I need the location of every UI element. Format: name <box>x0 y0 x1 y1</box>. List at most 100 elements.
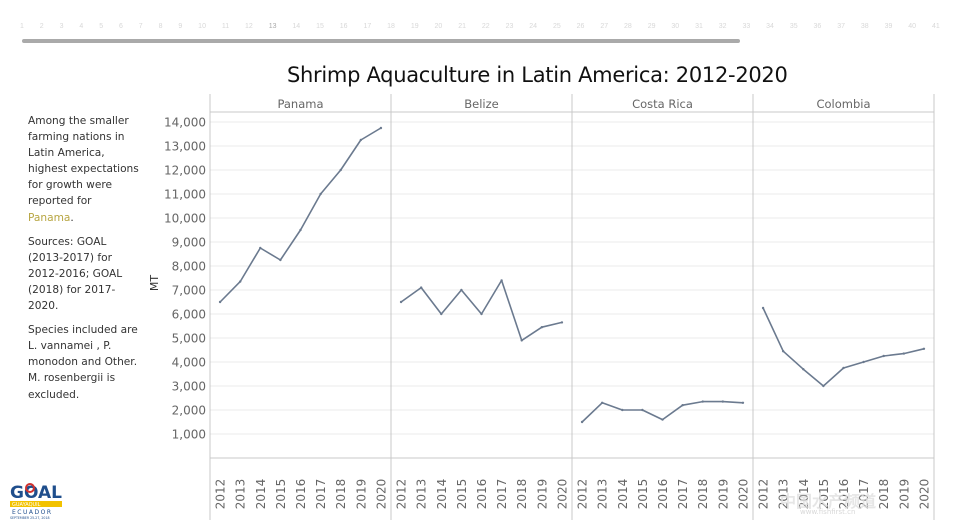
data-point <box>238 280 242 283</box>
page-number[interactable]: 5 <box>99 23 104 30</box>
page-number[interactable]: 11 <box>221 23 230 30</box>
panels: Panama 2012 2013 2014 2015 2016 2017 2018 2019 20… <box>209 94 935 520</box>
x-tick-label: 2014 <box>435 479 449 510</box>
page-number[interactable]: 29 <box>647 23 656 30</box>
x-tick-label: 2017 <box>495 479 509 510</box>
page-number[interactable]: 40 <box>908 23 917 30</box>
page-number[interactable]: 27 <box>600 23 609 30</box>
page-number[interactable]: 34 <box>766 23 774 30</box>
logo-word: GOAL <box>10 483 62 503</box>
data-point <box>781 350 785 353</box>
logo-band <box>10 501 62 507</box>
page-number[interactable]: 7 <box>138 23 143 30</box>
page-number[interactable]: 13 <box>268 23 277 30</box>
page-number[interactable]: 36 <box>813 23 822 30</box>
x-tick-label: 2020 <box>917 479 931 510</box>
logo-dates: SEPTEMBER 25-27, 2018 <box>10 516 50 520</box>
page-number[interactable]: 31 <box>695 23 703 30</box>
page-number[interactable]: 22 <box>481 23 490 30</box>
data-point <box>842 366 845 370</box>
x-tick-label: 2019 <box>716 479 730 510</box>
data-point <box>721 400 725 403</box>
series-line <box>219 127 382 303</box>
page-number[interactable]: 21 <box>458 23 467 30</box>
page-number[interactable]: 18 <box>387 23 395 30</box>
page-number[interactable]: 39 <box>884 23 893 30</box>
x-tick-label: 2016 <box>475 479 489 510</box>
x-tick-label: 2015 <box>817 479 831 510</box>
x-tick-label: 2014 <box>797 479 811 510</box>
page-number[interactable]: 28 <box>624 23 632 30</box>
page-number[interactable]: 32 <box>718 23 727 30</box>
data-point <box>279 258 282 262</box>
y-tick-label: 3,000 <box>172 380 206 394</box>
x-tick-label: 2013 <box>234 479 248 510</box>
x-tick-label: 2017 <box>314 479 328 510</box>
x-tick-label: 2016 <box>837 479 851 510</box>
page-number[interactable]: 17 <box>363 23 372 30</box>
data-point <box>440 312 443 316</box>
x-tick-label: 2019 <box>535 479 549 510</box>
page-number[interactable]: 41 <box>931 23 940 30</box>
x-tick-label: 2015 <box>274 479 288 510</box>
scrollbar-thumb[interactable] <box>22 39 740 43</box>
page-number[interactable]: 3 <box>59 23 64 30</box>
x-tick-label: 2012 <box>757 479 771 510</box>
data-point <box>822 384 825 388</box>
y-axis-label: MT <box>148 275 161 291</box>
annotation-species: Species included are L. vannamei , P. mo… <box>28 324 138 401</box>
page-number[interactable]: 24 <box>529 23 538 30</box>
highlight-panama: Panama <box>28 211 71 224</box>
page-number[interactable]: 20 <box>434 23 443 30</box>
page-number[interactable]: 14 <box>292 23 301 30</box>
y-tick-label: 6,000 <box>172 308 206 322</box>
page-number[interactable]: 19 <box>410 23 419 30</box>
x-tick-label: 2017 <box>676 479 690 510</box>
page-number[interactable]: 6 <box>118 23 123 30</box>
page-number[interactable]: 10 <box>198 23 206 30</box>
x-tick-label: 2014 <box>254 479 268 510</box>
page-number[interactable]: 16 <box>339 23 348 30</box>
panel-header: Colombia <box>816 97 870 111</box>
data-point <box>299 228 302 232</box>
watermark-text: 中国水产频道 <box>780 492 877 511</box>
x-tick-label: 2018 <box>696 479 710 510</box>
logo-country: ECUADOR <box>12 509 53 516</box>
page-number[interactable]: 12 <box>245 23 253 30</box>
y-tick-label: 14,000 <box>164 116 206 130</box>
page-number[interactable]: 15 <box>316 23 324 30</box>
page-number[interactable]: 30 <box>671 23 680 30</box>
page-number[interactable]: 9 <box>178 23 183 30</box>
x-tick-label: 2016 <box>294 479 308 510</box>
data-point <box>621 408 624 412</box>
page-number[interactable]: 23 <box>505 23 514 30</box>
data-point <box>862 360 865 364</box>
page-number[interactable]: 4 <box>79 23 84 30</box>
x-tick-label: 2015 <box>636 479 650 510</box>
page-number[interactable]: 33 <box>742 23 751 30</box>
y-tick-label: 4,000 <box>172 356 206 370</box>
page-number[interactable]: 2 <box>39 23 44 30</box>
x-tick-label: 2013 <box>777 479 791 510</box>
y-tick-label: 12,000 <box>164 164 206 178</box>
data-point <box>460 288 463 292</box>
data-point <box>500 279 503 282</box>
panel-header: Belize <box>464 97 498 111</box>
page-number[interactable]: 8 <box>158 23 163 30</box>
page-number[interactable]: 25 <box>552 23 561 30</box>
page-number[interactable]: 1 <box>20 23 24 30</box>
page-number[interactable]: 37 <box>837 23 846 30</box>
page-number[interactable]: 35 <box>789 23 798 30</box>
y-tick-label: 11,000 <box>164 188 206 202</box>
panel-panama: Panama 2012 2013 2014 2015 2016 2017 2018 2019 20… <box>209 94 388 520</box>
y-tick-label: 9,000 <box>172 236 206 250</box>
data-point <box>319 192 322 196</box>
data-point <box>480 312 483 316</box>
y-tick-label: 5,000 <box>172 332 206 346</box>
data-point <box>580 420 584 424</box>
annotation-sidebar: Among the smaller farming nations in Lat… <box>28 113 140 411</box>
data-point <box>540 326 544 329</box>
page-number[interactable]: 26 <box>576 23 585 30</box>
page-number[interactable]: 38 <box>860 23 869 30</box>
